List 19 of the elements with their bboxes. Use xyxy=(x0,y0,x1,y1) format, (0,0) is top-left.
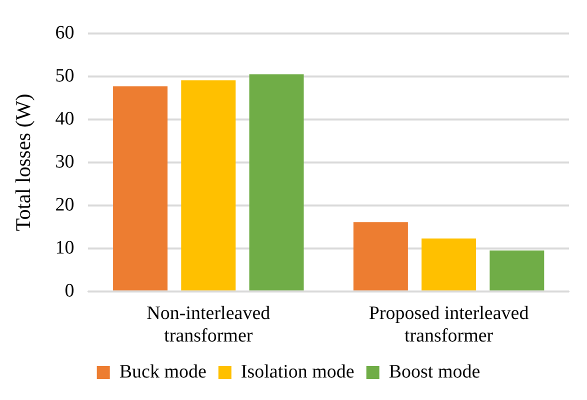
y-tick-label: 0 xyxy=(64,280,74,302)
y-tick-label: 50 xyxy=(55,65,74,86)
bar xyxy=(490,250,544,290)
y-tick-label: 10 xyxy=(55,237,74,258)
y-tick-label: 30 xyxy=(55,151,74,172)
legend-label: Boost mode xyxy=(388,361,480,382)
y-axis-title: Total losses (W) xyxy=(11,94,36,232)
x-tick-label: Proposed interleaved transformer xyxy=(368,302,530,347)
legend-label: Buck mode xyxy=(119,361,206,382)
y-tick-label: 20 xyxy=(55,194,74,216)
bar xyxy=(181,80,236,290)
y-tick-label: 60 xyxy=(55,22,74,44)
bar xyxy=(113,86,168,290)
y-tick-label: 40 xyxy=(55,108,74,130)
bar xyxy=(249,74,304,290)
bar xyxy=(353,222,408,290)
bar xyxy=(422,238,476,290)
x-tick-label: Non-interleaved transformer xyxy=(146,302,271,347)
legend-label: Isolation mode xyxy=(240,361,354,382)
